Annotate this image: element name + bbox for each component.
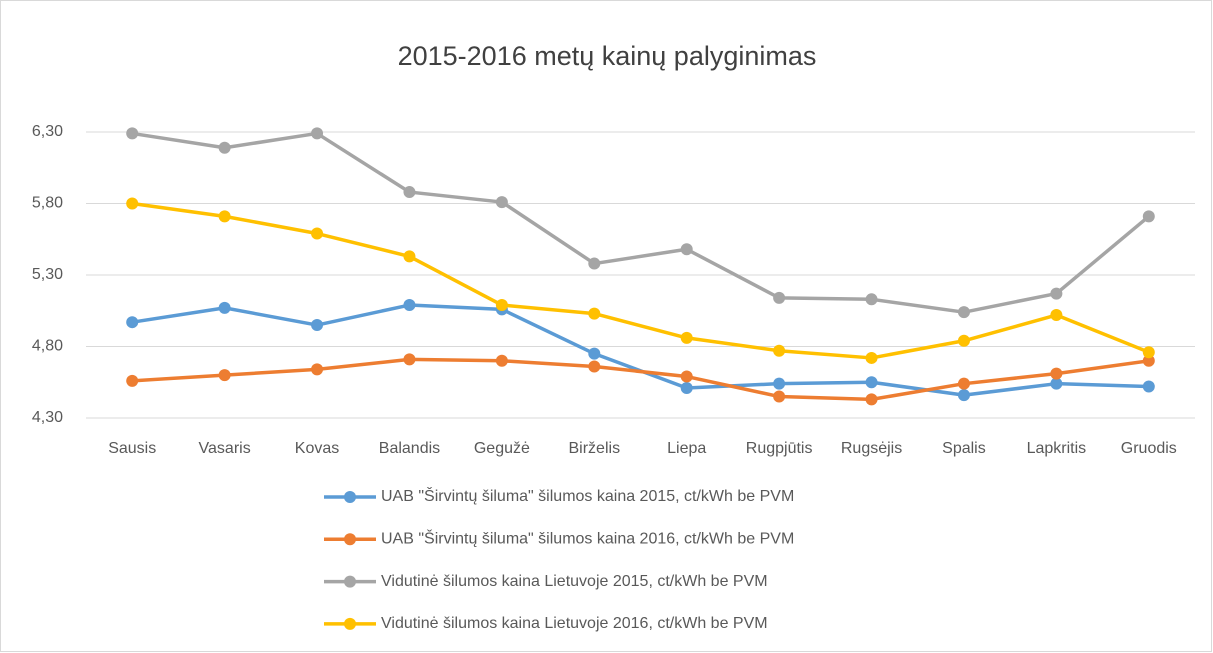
legend-marker xyxy=(344,617,356,630)
data-point xyxy=(403,353,416,366)
data-point xyxy=(680,243,693,256)
y-tick-label: 6,30 xyxy=(32,123,63,140)
x-tick-label: Birželis xyxy=(569,440,621,457)
data-point xyxy=(126,197,139,210)
data-point xyxy=(588,257,601,270)
data-point xyxy=(1050,377,1063,390)
legend-label: UAB "Širvintų šiluma" šilumos kaina 2015… xyxy=(381,486,794,505)
data-point xyxy=(1142,380,1155,393)
data-point xyxy=(495,299,508,312)
data-point xyxy=(1050,287,1063,300)
x-tick-label: Balandis xyxy=(379,440,440,457)
data-point xyxy=(126,374,139,387)
data-point xyxy=(588,307,601,320)
data-point xyxy=(680,331,693,344)
data-point xyxy=(773,390,786,403)
series-line xyxy=(132,357,1150,402)
data-point xyxy=(403,250,416,263)
x-tick-label: Liepa xyxy=(667,440,706,457)
legend-marker xyxy=(344,533,356,546)
data-point xyxy=(957,389,970,402)
data-point xyxy=(865,293,878,306)
x-tick-label: Rugpjūtis xyxy=(746,440,813,457)
data-point xyxy=(680,381,693,394)
data-point xyxy=(865,376,878,389)
data-point xyxy=(1142,354,1155,367)
data-point xyxy=(865,351,878,364)
y-tick-label: 5,30 xyxy=(32,266,63,283)
data-point xyxy=(311,227,324,240)
x-tick-label: Vasaris xyxy=(199,440,251,457)
data-point xyxy=(311,127,324,140)
data-point xyxy=(773,291,786,304)
x-tick-label: Lapkritis xyxy=(1027,440,1087,457)
x-tick-label: Kovas xyxy=(295,440,339,457)
data-point xyxy=(403,299,416,312)
y-tick-label: 4,30 xyxy=(32,409,63,426)
data-point xyxy=(957,377,970,390)
series-line xyxy=(131,201,1150,360)
legend-label: UAB "Širvintų šiluma" šilumos kaina 2016… xyxy=(381,529,794,548)
x-tick-label: Gegužė xyxy=(474,440,530,457)
data-point xyxy=(773,377,786,390)
x-tick-label: Rugsėjis xyxy=(841,440,902,457)
data-point xyxy=(865,393,878,406)
data-point xyxy=(1050,309,1063,322)
data-point xyxy=(218,369,231,382)
data-point xyxy=(773,344,786,357)
x-tick-label: Gruodis xyxy=(1121,440,1177,457)
y-tick-label: 4,80 xyxy=(32,338,63,355)
chart-title: 2015-2016 metų kainų palyginimas xyxy=(398,41,817,71)
data-point xyxy=(495,196,508,209)
series-line xyxy=(131,131,1150,314)
data-point xyxy=(218,210,231,223)
data-point xyxy=(957,306,970,319)
x-tick-label: Spalis xyxy=(942,440,986,457)
data-point xyxy=(588,360,601,373)
data-point xyxy=(403,186,416,199)
y-tick-label: 5,80 xyxy=(32,195,63,212)
legend-marker xyxy=(344,491,356,503)
data-point xyxy=(957,334,970,347)
data-point xyxy=(218,301,231,314)
legend-label: Vidutinė šilumos kaina Lietuvoje 2016, c… xyxy=(381,615,768,632)
x-tick-label: Sausis xyxy=(108,440,156,457)
data-point xyxy=(495,354,508,367)
data-point xyxy=(218,141,231,154)
data-point xyxy=(1050,367,1063,380)
legend-label: Vidutinė šilumos kaina Lietuvoje 2015, c… xyxy=(381,573,768,590)
data-point xyxy=(1142,210,1155,223)
data-point xyxy=(680,370,693,383)
data-point xyxy=(1142,346,1155,359)
data-point xyxy=(311,319,324,332)
data-point xyxy=(126,316,139,329)
data-point xyxy=(126,127,139,140)
data-point xyxy=(311,363,324,376)
legend-marker xyxy=(344,575,356,588)
data-point xyxy=(588,347,601,360)
